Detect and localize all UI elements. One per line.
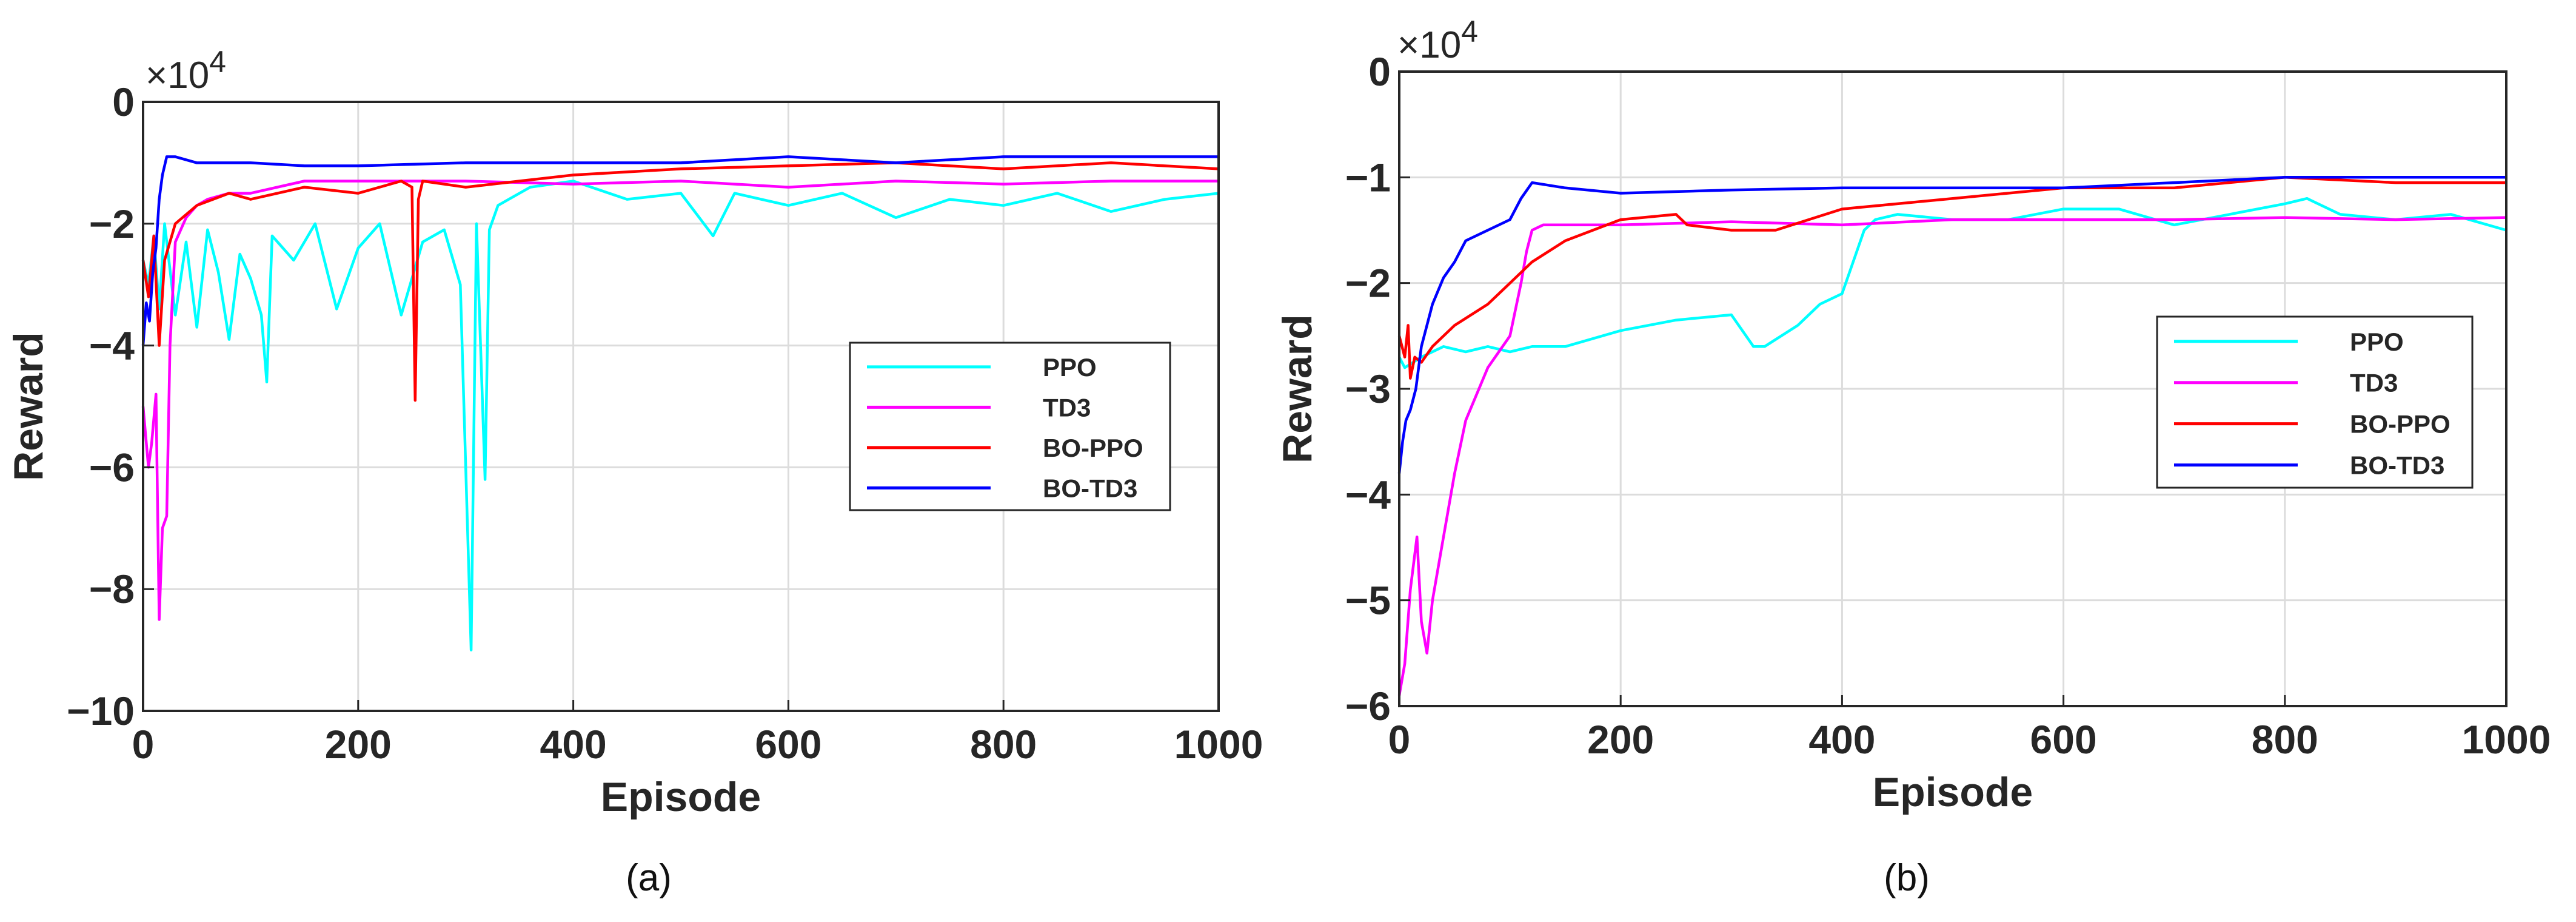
legend-label: BO-PPO [2350,410,2451,439]
x-tick-label: 0 [1388,717,1411,762]
legend-label: BO-TD3 [2350,451,2444,480]
series-line-ppo [141,180,1219,651]
axis-exponent-base: ×10 [1397,24,1461,66]
legend-label: TD3 [2350,369,2398,397]
panel-a: 0 200 400 600 800 1000−10−8−6−4−20×104Episode… [5,45,1263,899]
y-tick-label: −5 [1345,578,1391,623]
y-tick-label: −10 [67,688,135,733]
legend-label: BO-TD3 [1043,474,1137,502]
x-tick-label: 200 [1587,717,1654,762]
y-tick-label: −3 [1345,366,1391,411]
axis-exponent-label: ×104 [1397,15,1478,66]
y-tick-label: −1 [1345,155,1391,200]
x-axis-title: Episode [601,774,761,820]
series-line-bo-td3 [141,155,1219,346]
y-tick-label: −6 [89,445,135,490]
x-tick-label: 400 [540,722,607,767]
axis-exponent-base: ×10 [146,55,209,96]
legend-label: PPO [1043,353,1097,382]
series-line-ppo [1398,197,2507,369]
x-tick-label: 600 [2030,717,2097,762]
legend: PPO TD3 BO-PPO BO-TD3 [2156,315,2474,489]
y-tick-label: 0 [112,79,135,124]
x-tick-label: 600 [755,722,821,767]
axis-exponent-power: 4 [209,45,226,79]
axis-exponent-label: ×104 [146,45,226,96]
y-tick-label: −4 [1345,472,1391,517]
axes-box [142,101,1220,712]
series-lines [141,155,1219,651]
series-line-bo-ppo [141,161,1219,402]
series-line-td3 [1397,216,2507,696]
panel-caption: (a) [626,857,672,899]
legend-label: BO-PPO [1043,434,1143,462]
legend-box [2156,315,2474,489]
y-axis-title: Reward [5,332,52,481]
legend-label: PPO [2350,328,2404,356]
y-tick-label: −2 [89,201,135,246]
x-tick-label: 800 [970,722,1037,767]
y-tick-label: −8 [89,567,135,611]
series-lines [1397,176,2507,696]
x-tick-label: 0 [132,722,155,767]
legend-box [849,342,1171,511]
x-axis-title: Episode [1873,769,2033,815]
x-tick-label: 1000 [1174,722,1263,767]
y-tick-label: −4 [89,323,135,368]
y-axis-title: Reward [1274,314,1320,463]
y-tick-label: −6 [1345,684,1391,729]
axis-exponent-power: 4 [1461,15,1478,49]
x-tick-label: 800 [2252,717,2318,762]
x-tick-label: 400 [1808,717,1875,762]
legend-label: TD3 [1043,393,1091,422]
series-line-bo-td3 [1397,176,2506,474]
x-tick-label: 1000 [2462,717,2551,762]
legend: PPO TD3 BO-PPO BO-TD3 [849,342,1171,511]
y-tick-label: 0 [1368,49,1391,94]
y-tick-label: −2 [1345,261,1391,306]
panel-caption: (b) [1884,857,1930,899]
panel-b: 0 200 400 600 800 1000−6−5−4−3−2−10×104Episod… [1274,15,2551,899]
x-tick-label: 200 [325,722,392,767]
